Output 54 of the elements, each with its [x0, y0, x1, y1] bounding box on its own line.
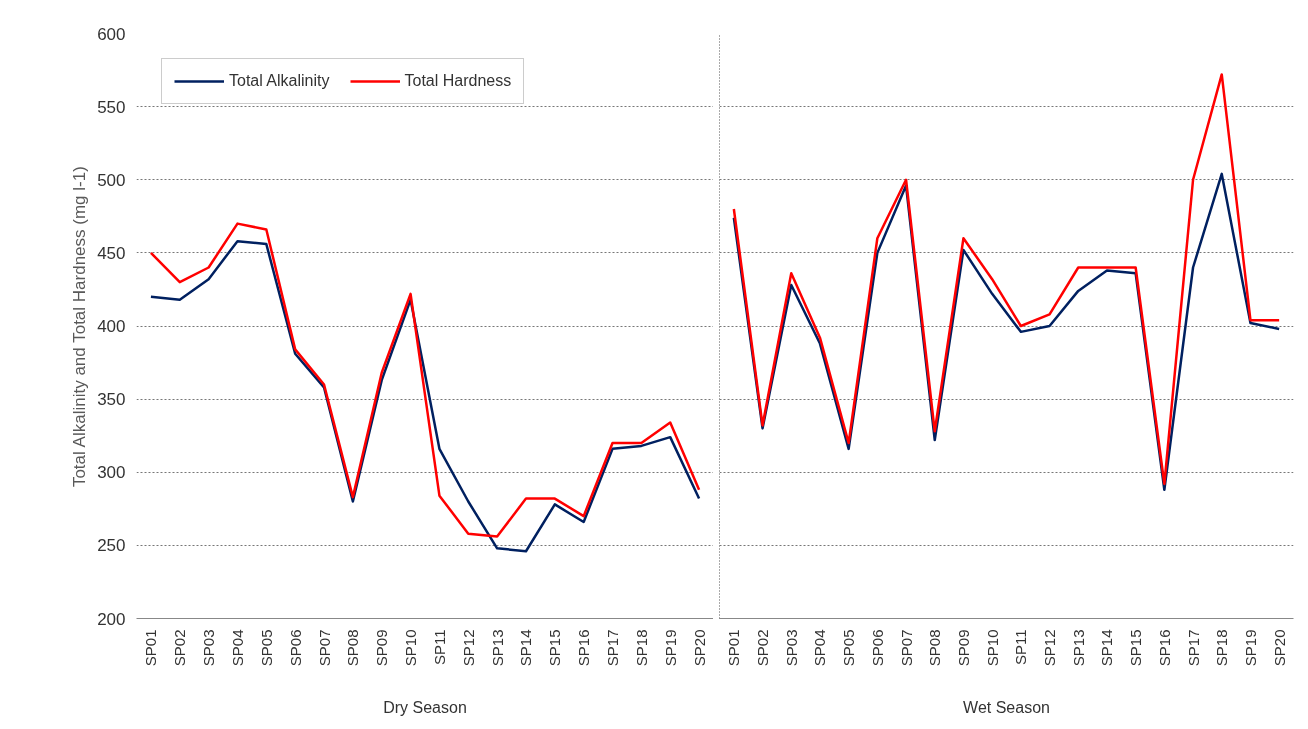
y-tick-label: 500 — [97, 170, 126, 190]
x-tick-label: SP01 — [142, 629, 160, 667]
x-tick-label: SP19 — [1241, 629, 1259, 667]
y-tick-label: 600 — [97, 24, 126, 44]
y-axis-title: Total Alkalinity and Total Hardness (mg l-1) — [70, 166, 90, 488]
x-tick-label: SP02 — [171, 629, 189, 667]
x-tick-label: SP20 — [690, 629, 708, 667]
x-tick-label: SP13 — [1069, 629, 1087, 667]
x-tick-label: SP10 — [402, 629, 420, 667]
x-tick-label: SP17 — [604, 629, 622, 667]
x-tick-label: SP20 — [1270, 629, 1288, 667]
x-tick-label: SP14 — [1098, 629, 1116, 667]
x-tick-label: SP16 — [575, 629, 593, 667]
x-tick-label: SP14 — [517, 629, 535, 667]
x-tick-label: SP07 — [315, 629, 333, 667]
x-tick-label: SP04 — [228, 629, 246, 667]
x-tick-label: SP07 — [897, 629, 915, 667]
x-tick-label: SP03 — [200, 629, 218, 667]
text: Dry Season — [383, 699, 467, 717]
y-tick-label: 200 — [97, 609, 126, 629]
legend-label: Total Hardness — [404, 72, 512, 90]
x-tick-label: SP06 — [868, 629, 886, 667]
x-tick-label: SP08 — [344, 629, 362, 667]
x-tick-label: SP18 — [1213, 629, 1231, 667]
y-tick-label: 450 — [97, 243, 126, 263]
x-tick-label: SP03 — [782, 629, 800, 667]
x-tick-label: SP01 — [725, 629, 743, 667]
y-tick-label: 350 — [97, 390, 126, 410]
x-tick-label: SP08 — [926, 629, 944, 667]
y-tick-label: 250 — [97, 536, 126, 556]
x-tick-label: SP04 — [811, 629, 829, 667]
text: Wet Season — [963, 699, 1050, 717]
y-tick-label: 400 — [97, 317, 126, 336]
x-tick-label: SP05 — [257, 629, 275, 667]
x-tick-label: SP11 — [430, 629, 448, 666]
x-tick-label: SP15 — [546, 629, 564, 667]
x-tick-label: SP15 — [1127, 629, 1145, 667]
x-tick-label: SP18 — [632, 629, 650, 667]
y-tick-label: 300 — [97, 463, 126, 483]
x-tick-label: SP09 — [954, 629, 972, 667]
x-tick-label: SP13 — [488, 629, 506, 667]
x-tick-label: SP11 — [1012, 629, 1030, 666]
x-tick-label: SP16 — [1155, 629, 1173, 667]
x-tick-label: SP12 — [1041, 629, 1059, 667]
x-tick-label: SP19 — [661, 629, 679, 667]
y-tick-label: 550 — [97, 97, 126, 117]
legend-label: Total Alkalinity — [229, 72, 330, 90]
x-tick-label: SP09 — [373, 629, 391, 667]
x-tick-label: SP06 — [286, 629, 304, 667]
x-tick-label: SP17 — [1184, 629, 1202, 667]
x-tick-label: SP12 — [459, 629, 477, 667]
x-tick-label: SP02 — [754, 629, 772, 667]
x-tick-label: SP05 — [840, 629, 858, 667]
x-tick-label: SP10 — [983, 629, 1001, 667]
